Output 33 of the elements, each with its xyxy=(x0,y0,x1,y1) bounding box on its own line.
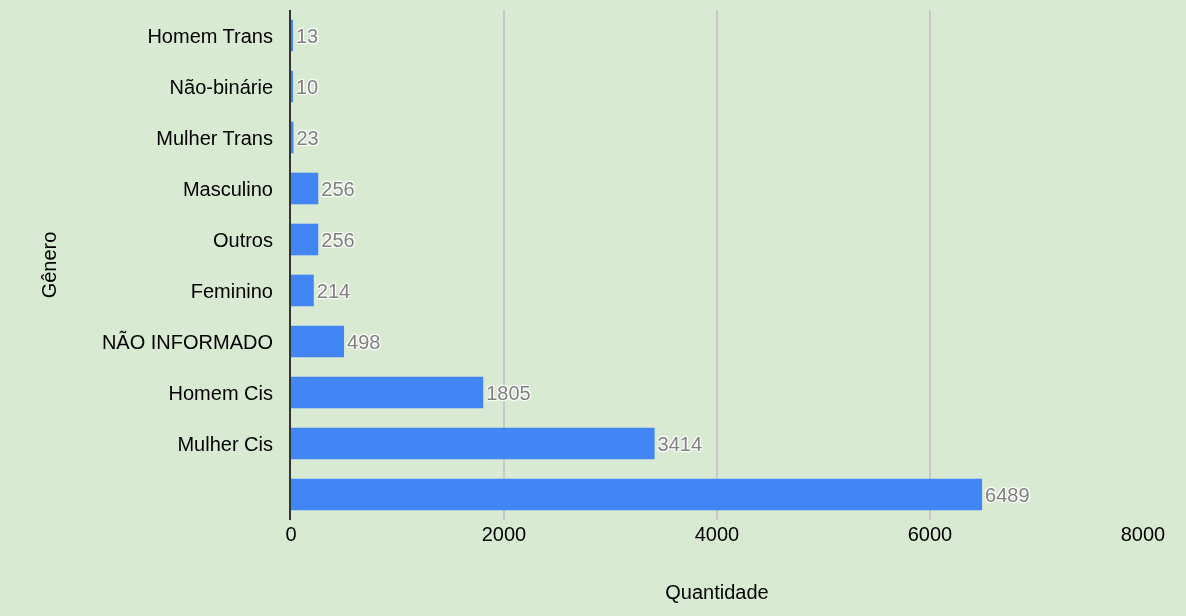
bar xyxy=(291,376,484,409)
y-tick-label: Masculino xyxy=(182,177,273,200)
data-label: 23 xyxy=(296,126,319,149)
data-label: 256 xyxy=(321,177,355,200)
bar xyxy=(291,172,319,205)
x-tick-label: 0 xyxy=(285,523,297,545)
bar xyxy=(291,274,314,307)
data-label: 3414 xyxy=(657,432,703,455)
data-label: 256 xyxy=(321,228,355,251)
bar xyxy=(291,427,655,460)
x-axis-title: Quantidade xyxy=(665,580,769,603)
y-tick-label: NÃO INFORMADO xyxy=(101,329,273,353)
y-tick-label: Mulher Trans xyxy=(156,126,273,149)
x-tick-label: 2000 xyxy=(481,523,527,545)
bar xyxy=(291,223,319,256)
data-label: 1805 xyxy=(486,381,531,404)
bar xyxy=(291,478,983,511)
bar xyxy=(291,325,345,358)
data-label: 13 xyxy=(296,24,319,47)
y-tick-label: Não-binárie xyxy=(169,75,273,98)
x-tick-label: 4000 xyxy=(694,523,740,545)
y-tick-label: Homem Cis xyxy=(168,381,273,404)
data-label: 498 xyxy=(347,330,381,353)
y-tick-label: Homem Trans xyxy=(147,24,273,47)
data-label: 10 xyxy=(296,75,319,98)
y-axis-title: Gênero xyxy=(37,231,60,299)
data-label: 6489 xyxy=(985,483,1030,506)
data-label: 214 xyxy=(316,279,351,302)
y-tick-label: Feminino xyxy=(190,279,273,302)
x-tick-label: 8000 xyxy=(1120,523,1166,545)
x-tick-label: 6000 xyxy=(907,523,953,545)
y-tick-label: Outros xyxy=(212,228,273,251)
y-tick-label: Mulher Cis xyxy=(177,432,273,455)
